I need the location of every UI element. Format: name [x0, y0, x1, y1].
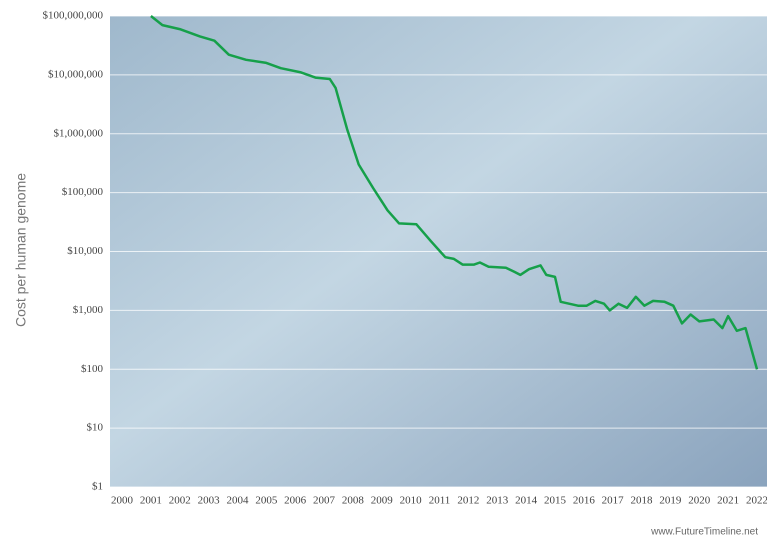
x-tick-label: 2008 — [342, 495, 365, 507]
x-tick-label: 2010 — [400, 495, 423, 507]
x-tick-label: 2021 — [717, 495, 739, 507]
x-tick-label: 2004 — [226, 495, 249, 507]
x-tick-label: 2007 — [313, 495, 336, 507]
x-tick-label: 2011 — [429, 495, 451, 507]
x-tick-label: 2001 — [140, 495, 162, 507]
x-tick-label: 2012 — [457, 495, 479, 507]
y-tick-label: $100,000 — [62, 186, 104, 198]
y-axis-title: Cost per human genome — [13, 173, 29, 327]
y-tick-label: $100 — [81, 363, 104, 375]
x-tick-label: 2018 — [631, 495, 654, 507]
y-tick-label: $1,000,000 — [54, 127, 104, 139]
x-tick-label: 2014 — [515, 495, 538, 507]
x-tick-label: 2000 — [111, 495, 134, 507]
y-tick-label: $100,000,000 — [43, 10, 104, 22]
y-tick-label: $10,000,000 — [48, 68, 104, 80]
data-line — [150, 15, 759, 370]
x-tick-label: 2017 — [602, 495, 625, 507]
x-tick-label: 2022 — [746, 495, 767, 507]
y-tick-label: $10,000 — [67, 245, 103, 257]
x-tick-label: 2020 — [688, 495, 711, 507]
x-tick-label: 2002 — [169, 495, 191, 507]
x-tick-label: 2015 — [544, 495, 567, 507]
x-tick-label: 2005 — [255, 495, 278, 507]
x-tick-label: 2006 — [284, 495, 307, 507]
x-tick-label: 2003 — [198, 495, 221, 507]
y-tick-label: $10 — [87, 422, 104, 434]
credit: www.FutureTimeline.net — [650, 527, 758, 538]
x-tick-label: 2013 — [486, 495, 509, 507]
y-tick-label: $1 — [92, 481, 103, 493]
x-tick-label: 2009 — [371, 495, 394, 507]
x-tick-label: 2016 — [573, 495, 596, 507]
y-tick-label: $1,000 — [73, 304, 104, 316]
x-tick-label: 2019 — [659, 495, 682, 507]
